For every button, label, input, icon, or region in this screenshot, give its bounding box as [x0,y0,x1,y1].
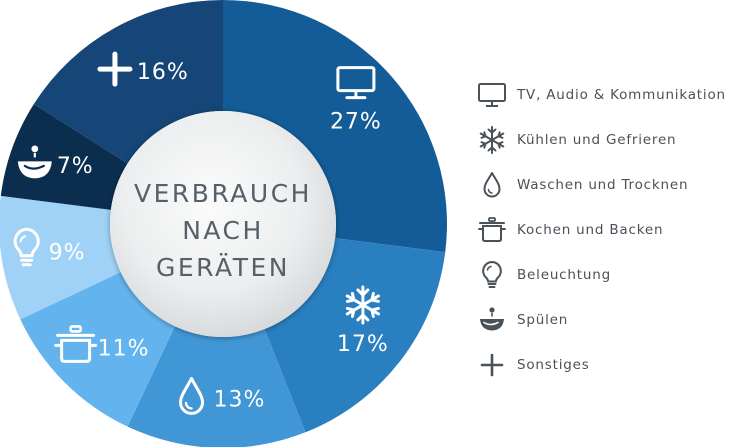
slice-snowflake [264,238,446,433]
legend-item-sonstiges: Sonstiges [476,342,748,387]
slice-value-label: 7% [57,154,94,179]
legend-item-spuelen: Spülen [476,297,748,342]
legend-label: Beleuchtung [517,266,611,283]
plus-icon [480,353,504,376]
slice-value-label: 9% [49,240,86,265]
legend: TV, Audio & Kommunikation Kühlen und Gef… [476,72,748,387]
legend-item-kochen: Kochen und Backen [476,207,748,252]
drop-icon [483,171,501,197]
center-label-line-2: NACH [182,216,264,245]
bulb-icon [482,260,502,288]
tv-icon [478,82,506,107]
center-disc [110,111,336,337]
legend-label: Kochen und Backen [517,221,664,238]
slice-snowflake-icon [345,285,380,325]
legend-item-waschen: Waschen und Trocknen [476,162,748,207]
slice-plus [33,0,223,164]
pot-icon [478,216,506,242]
slice-value-label: 27% [330,110,382,135]
slice-bulb [0,195,121,320]
dish-icon [480,306,504,330]
legend-label: TV, Audio & Kommunikation [517,86,726,103]
legend-label: Spülen [517,311,569,328]
donut-chart: 27% 17% 13% 11% 9% 7% 16% VERBRAUCH NACH GERÄT… [0,0,447,447]
slice-drop-icon [179,376,205,415]
legend-item-tv: TV, Audio & Kommunikation [476,72,748,117]
slice-drop [127,326,306,447]
slice-pot [20,272,175,427]
legend-label: Kühlen und Gefrieren [517,131,677,148]
slice-value-label: 16% [137,60,189,85]
snowflake-icon [479,125,505,154]
slice-bulb-icon [13,227,40,267]
slice-value-label: 17% [337,332,389,357]
slice-tv [223,0,447,253]
slice-plus-icon [97,51,133,87]
legend-label: Waschen und Trocknen [517,176,689,193]
slice-dish-icon [17,145,52,179]
legend-item-kuehlen: Kühlen und Gefrieren [476,117,748,162]
slice-value-label: 11% [98,336,150,361]
center-label-line-1: VERBRAUCH [134,179,312,208]
slice-tv-icon [336,66,376,100]
legend-label: Sonstiges [517,356,590,373]
center-label-line-3: GERÄTEN [156,253,290,282]
legend-item-beleuchtung: Beleuchtung [476,252,748,297]
slice-value-label: 13% [214,387,266,412]
slice-pot-icon [54,325,98,363]
slice-dish [0,103,128,210]
